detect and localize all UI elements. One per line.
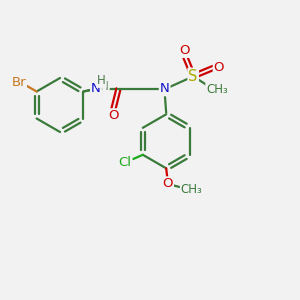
Text: N: N	[160, 82, 169, 95]
Text: H: H	[97, 74, 106, 87]
Text: O: O	[214, 61, 224, 74]
Text: O: O	[108, 109, 118, 122]
Text: S: S	[188, 69, 198, 84]
Text: H: H	[100, 80, 109, 94]
Text: O: O	[179, 44, 190, 57]
Text: CH₃: CH₃	[206, 83, 228, 96]
Text: Br: Br	[11, 76, 26, 89]
Text: N: N	[91, 82, 101, 95]
Text: Cl: Cl	[118, 156, 131, 170]
Text: CH₃: CH₃	[181, 183, 203, 196]
Text: O: O	[162, 177, 173, 190]
